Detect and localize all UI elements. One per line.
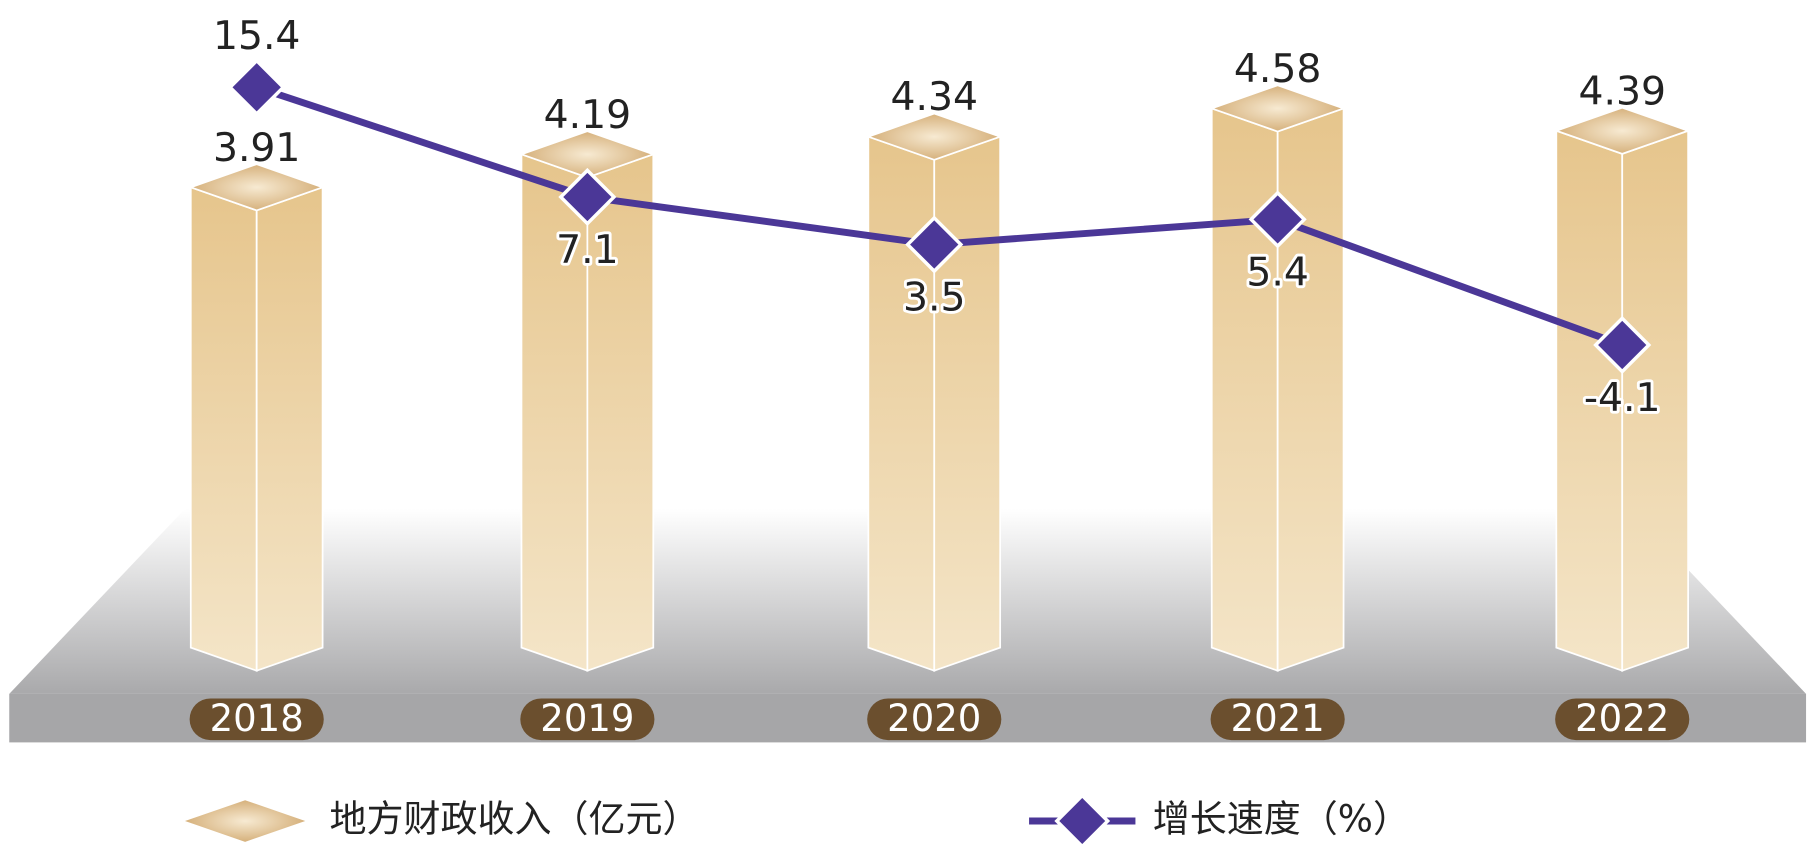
legend-bar-swatch (185, 800, 306, 842)
bar (865, 112, 1003, 672)
bar (518, 130, 656, 672)
bar (1209, 84, 1347, 672)
x-tick-label: 2022 (1575, 697, 1669, 740)
bar-face-right (933, 135, 1002, 672)
line-marker (1593, 315, 1652, 375)
legend-label: 增长速度（%） (1153, 798, 1410, 841)
line-marker (1248, 190, 1307, 249)
data-label: 4.58 (1234, 47, 1321, 92)
data-label: 5.4 (1246, 250, 1309, 295)
line-marker (558, 167, 617, 227)
bar-face-left (1210, 107, 1279, 672)
data-label: 15.4 (213, 14, 300, 59)
line-marker (227, 58, 286, 117)
data-label: 3.5 (903, 276, 966, 321)
x-tick-label: 2021 (1231, 697, 1325, 740)
line-marker (905, 215, 964, 274)
bar-face-left (867, 135, 936, 672)
category-pill (520, 698, 655, 741)
legend-marker (1054, 793, 1111, 849)
data-label: 4.19 (544, 93, 632, 138)
category-pill (189, 698, 324, 741)
bar-top (518, 130, 656, 179)
x-tick-label: 2019 (540, 697, 634, 740)
bar-top (1209, 84, 1347, 133)
bar-top (865, 112, 1003, 161)
category-pill (867, 698, 1002, 741)
x-tick-label: 2020 (887, 697, 981, 740)
bar-top (188, 163, 326, 212)
category-pill (1210, 698, 1345, 741)
bar (1553, 106, 1691, 672)
data-label: 7.1 (556, 228, 619, 273)
legend: 地方财政收入（亿元） 增长速度（%） (185, 793, 1410, 849)
category-pill (1555, 698, 1690, 741)
bar-face-right (255, 186, 324, 672)
bar-face-left (189, 186, 258, 672)
data-label: 4.39 (1578, 69, 1665, 114)
x-tick-label: 2018 (210, 697, 304, 740)
bar-top (1553, 106, 1691, 155)
bar (188, 163, 326, 672)
data-label: 3.91 (213, 126, 300, 171)
legend-label: 地方财政收入（亿元） (330, 798, 700, 841)
data-label: -4.1 (1584, 376, 1661, 421)
bar-face-right (1276, 107, 1345, 672)
data-label: 4.34 (891, 75, 979, 120)
